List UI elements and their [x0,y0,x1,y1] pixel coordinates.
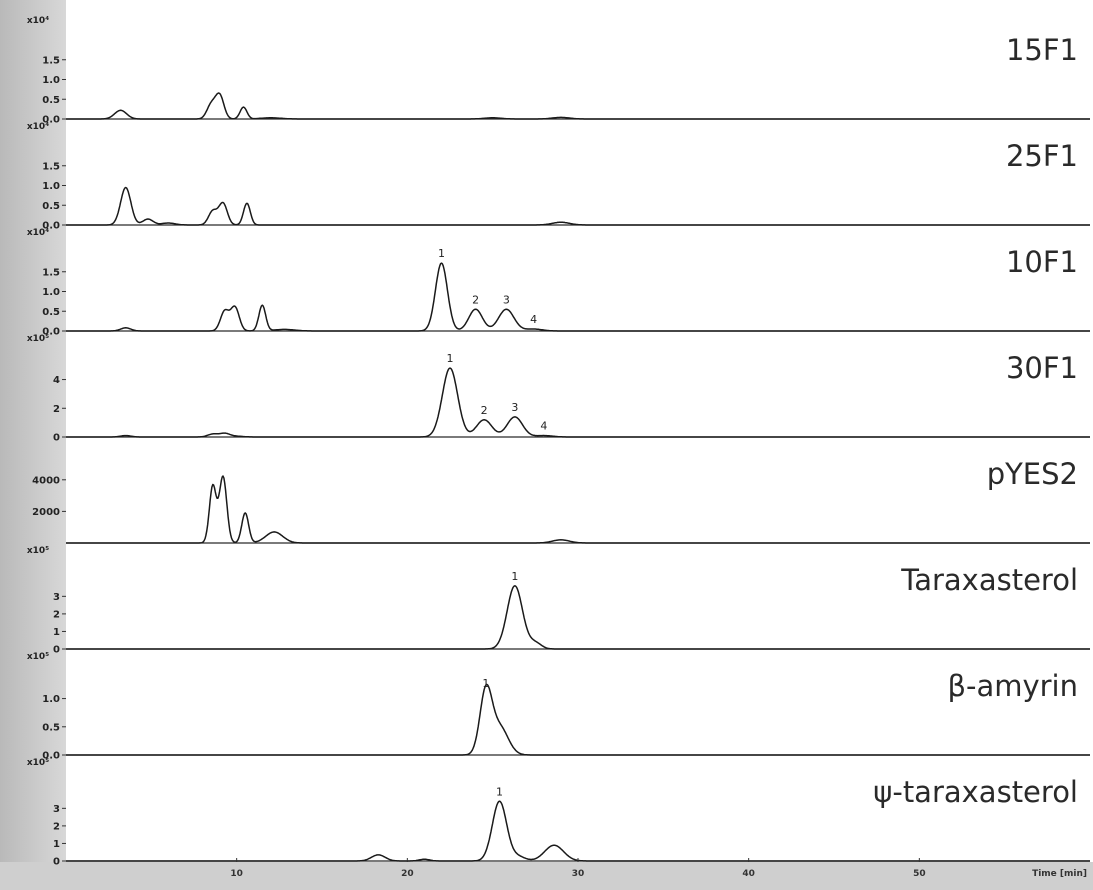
y-tick-label: 1 [53,627,60,638]
bottom-axis-strip [0,862,1093,890]
sample-label: Taraxasterol [900,563,1078,597]
y-tick-label: 1.5 [42,267,60,278]
x-axis-label: Time [min] [1032,869,1087,879]
panel-5: 4000 2000 pYES2 [32,457,1090,544]
panel-7: 1.0 0.5 0.0 x10⁵ β-amyrin 1 [27,652,1090,762]
y-tick-label: 1.5 [42,55,60,66]
chromatogram-trace [66,186,1090,226]
y-tick-label: 1.0 [42,181,60,192]
panels-group: 1.51.00.50.0x10⁴15F11.51.00.50.0x10⁴25F1… [27,16,1090,868]
y-exponent-label: x10⁴ [27,122,49,132]
chromatogram-trace [66,683,1090,756]
peak-number-label: 1 [496,785,503,798]
y-exponent-label: x10⁵ [27,758,49,768]
y-tick-label: 0 [53,857,60,868]
peak-number-label: 2 [481,404,488,417]
y-tick-label: 1.0 [42,287,60,298]
x-tick-label: 30 [572,869,585,879]
x-tick-label: 10 [230,869,243,879]
peak-number-label: 2 [472,293,479,306]
x-tick-label: 50 [913,869,926,879]
panel-3: 1.5 1.0 0.5 0.0 x10⁴ 10F1 1 2 3 4 [27,228,1090,338]
chromatogram-trace [66,262,1090,332]
y-tick-label: 3 [53,592,60,603]
y-tick-label: 0.5 [42,307,60,318]
sample-label: β-amyrin [947,669,1078,703]
y-tick-label: 0.0 [42,115,60,126]
y-tick-label: 1.0 [42,75,60,86]
y-tick-label: 4 [53,375,60,386]
x-tick-label: 40 [742,869,755,879]
y-exponent-label: x10⁵ [27,652,49,662]
y-tick-label: 0.0 [42,221,60,232]
chromatogram-trace [66,475,1090,544]
panel-2: 1.5 1.0 0.5 0.0 x10⁴ 25F1 [27,122,1090,232]
y-exponent-label: x10⁵ [27,334,49,344]
panel-1: 1.5 1.0 0.5 0.0 x10⁴ 15F1 [27,16,1090,126]
peak-number-label: 1 [447,352,454,365]
left-axis-strip [0,0,66,870]
y-tick-label: 0.5 [42,201,60,212]
y-tick-label: 2 [53,404,60,415]
sample-label: 15F1 [1006,33,1078,67]
sample-label: 25F1 [1006,139,1078,173]
sample-label: 10F1 [1006,245,1078,279]
y-tick-label: 0 [53,433,60,444]
y-tick-label: 1 [53,839,60,850]
panel-6: 3 2 1 0 x10⁵ Taraxasterol 1 [27,546,1090,656]
y-tick-label: 2000 [32,507,60,518]
y-tick-label: 0.0 [42,751,60,762]
chromatogram-trace [66,800,1090,862]
peak-number-label: 4 [540,420,547,433]
y-tick-label: 2 [53,821,60,832]
x-axis: 10 20 30 40 50 Time [min] [230,858,1087,879]
y-exponent-label: x10⁴ [27,228,49,238]
peak-number-label: 3 [503,293,510,306]
y-tick-label: 1.5 [42,161,60,172]
x-tick-label: 20 [401,869,414,879]
sample-label: pYES2 [987,457,1078,491]
y-tick-label: 4000 [32,475,60,486]
y-exponent-label: x10⁵ [27,546,49,556]
y-tick-label: 0.0 [42,327,60,338]
chromatogram-trace [66,92,1090,120]
panel-4: 4 2 0 x10⁵ 30F1 1 2 3 4 [27,334,1090,444]
peak-number-label: 4 [530,313,537,326]
y-exponent-label: x10⁴ [27,16,49,26]
peak-number-label: 1 [511,570,518,583]
sample-label: 30F1 [1006,351,1078,385]
y-tick-label: 0.5 [42,95,60,106]
sample-label: ψ-taraxasterol [873,775,1078,809]
chromatogram-trace [66,585,1090,650]
y-tick-label: 0.5 [42,722,60,733]
y-tick-label: 3 [53,804,60,815]
peak-number-label: 3 [511,401,518,414]
peak-number-label: 1 [438,247,445,260]
chromatogram-trace [66,367,1090,438]
panel-8: 3 2 1 0 x10⁵ ψ-taraxasterol 1 [27,758,1090,868]
y-tick-label: 0 [53,645,60,656]
y-tick-label: 1.0 [42,694,60,705]
peak-number-label: 1 [482,677,489,690]
y-tick-label: 2 [53,609,60,620]
